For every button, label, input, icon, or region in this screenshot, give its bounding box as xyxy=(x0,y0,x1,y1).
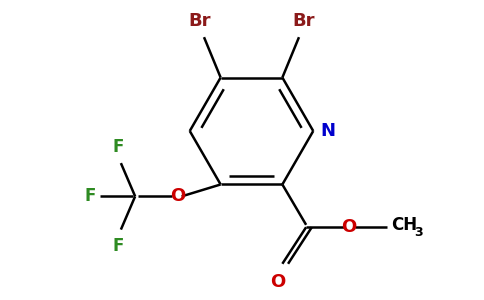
Text: F: F xyxy=(113,237,124,255)
Text: Br: Br xyxy=(292,12,315,30)
Text: N: N xyxy=(320,122,335,140)
Text: O: O xyxy=(341,218,357,236)
Text: F: F xyxy=(113,138,124,156)
Text: F: F xyxy=(84,187,96,205)
Text: O: O xyxy=(270,273,285,291)
Text: 3: 3 xyxy=(414,226,423,239)
Text: Br: Br xyxy=(188,12,211,30)
Text: CH: CH xyxy=(392,216,418,234)
Text: O: O xyxy=(170,187,185,205)
